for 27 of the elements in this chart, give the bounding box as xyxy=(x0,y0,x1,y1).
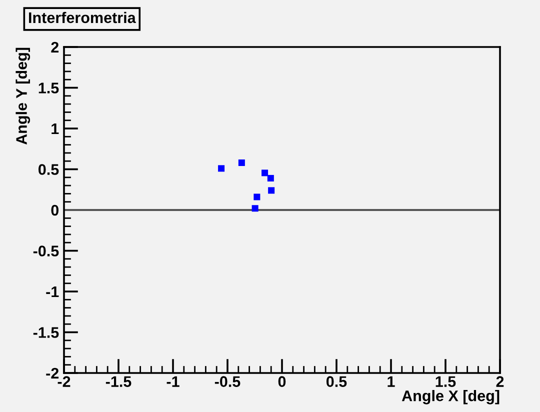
point xyxy=(268,187,275,194)
point xyxy=(238,159,245,166)
point xyxy=(252,205,258,212)
point xyxy=(254,194,260,200)
y-axis-title: Angle Y [deg] xyxy=(16,48,30,145)
x-tick-label: 0 xyxy=(278,376,286,387)
y-tick-label: -0.5 xyxy=(33,246,59,256)
y-tick-label: 0 xyxy=(51,204,59,216)
point xyxy=(267,174,274,182)
point xyxy=(218,165,225,172)
point xyxy=(262,170,268,176)
y-tick-label: -2 xyxy=(46,368,59,379)
x-tick-label: -0.5 xyxy=(214,376,240,387)
x-tick-label: 0.5 xyxy=(326,376,347,387)
y-tick-label: 0.5 xyxy=(38,164,59,175)
y-tick-label: -1 xyxy=(46,286,59,298)
x-axis-title: Angle X [deg] xyxy=(402,390,500,404)
x-tick-label: -1 xyxy=(166,376,180,387)
x-tick-label: -1.5 xyxy=(106,376,132,387)
y-tick-label: 1 xyxy=(52,124,59,134)
y-tick-label: -1.5 xyxy=(33,327,59,338)
x-tick-label: 2 xyxy=(496,376,504,387)
y-tick-label: 2 xyxy=(51,42,59,53)
x-tick-label: 1.5 xyxy=(436,376,456,387)
y-tick-label: 1.5 xyxy=(38,82,59,94)
x-tick-label: 1 xyxy=(388,376,395,387)
chart-title: Interferometria xyxy=(29,12,136,24)
